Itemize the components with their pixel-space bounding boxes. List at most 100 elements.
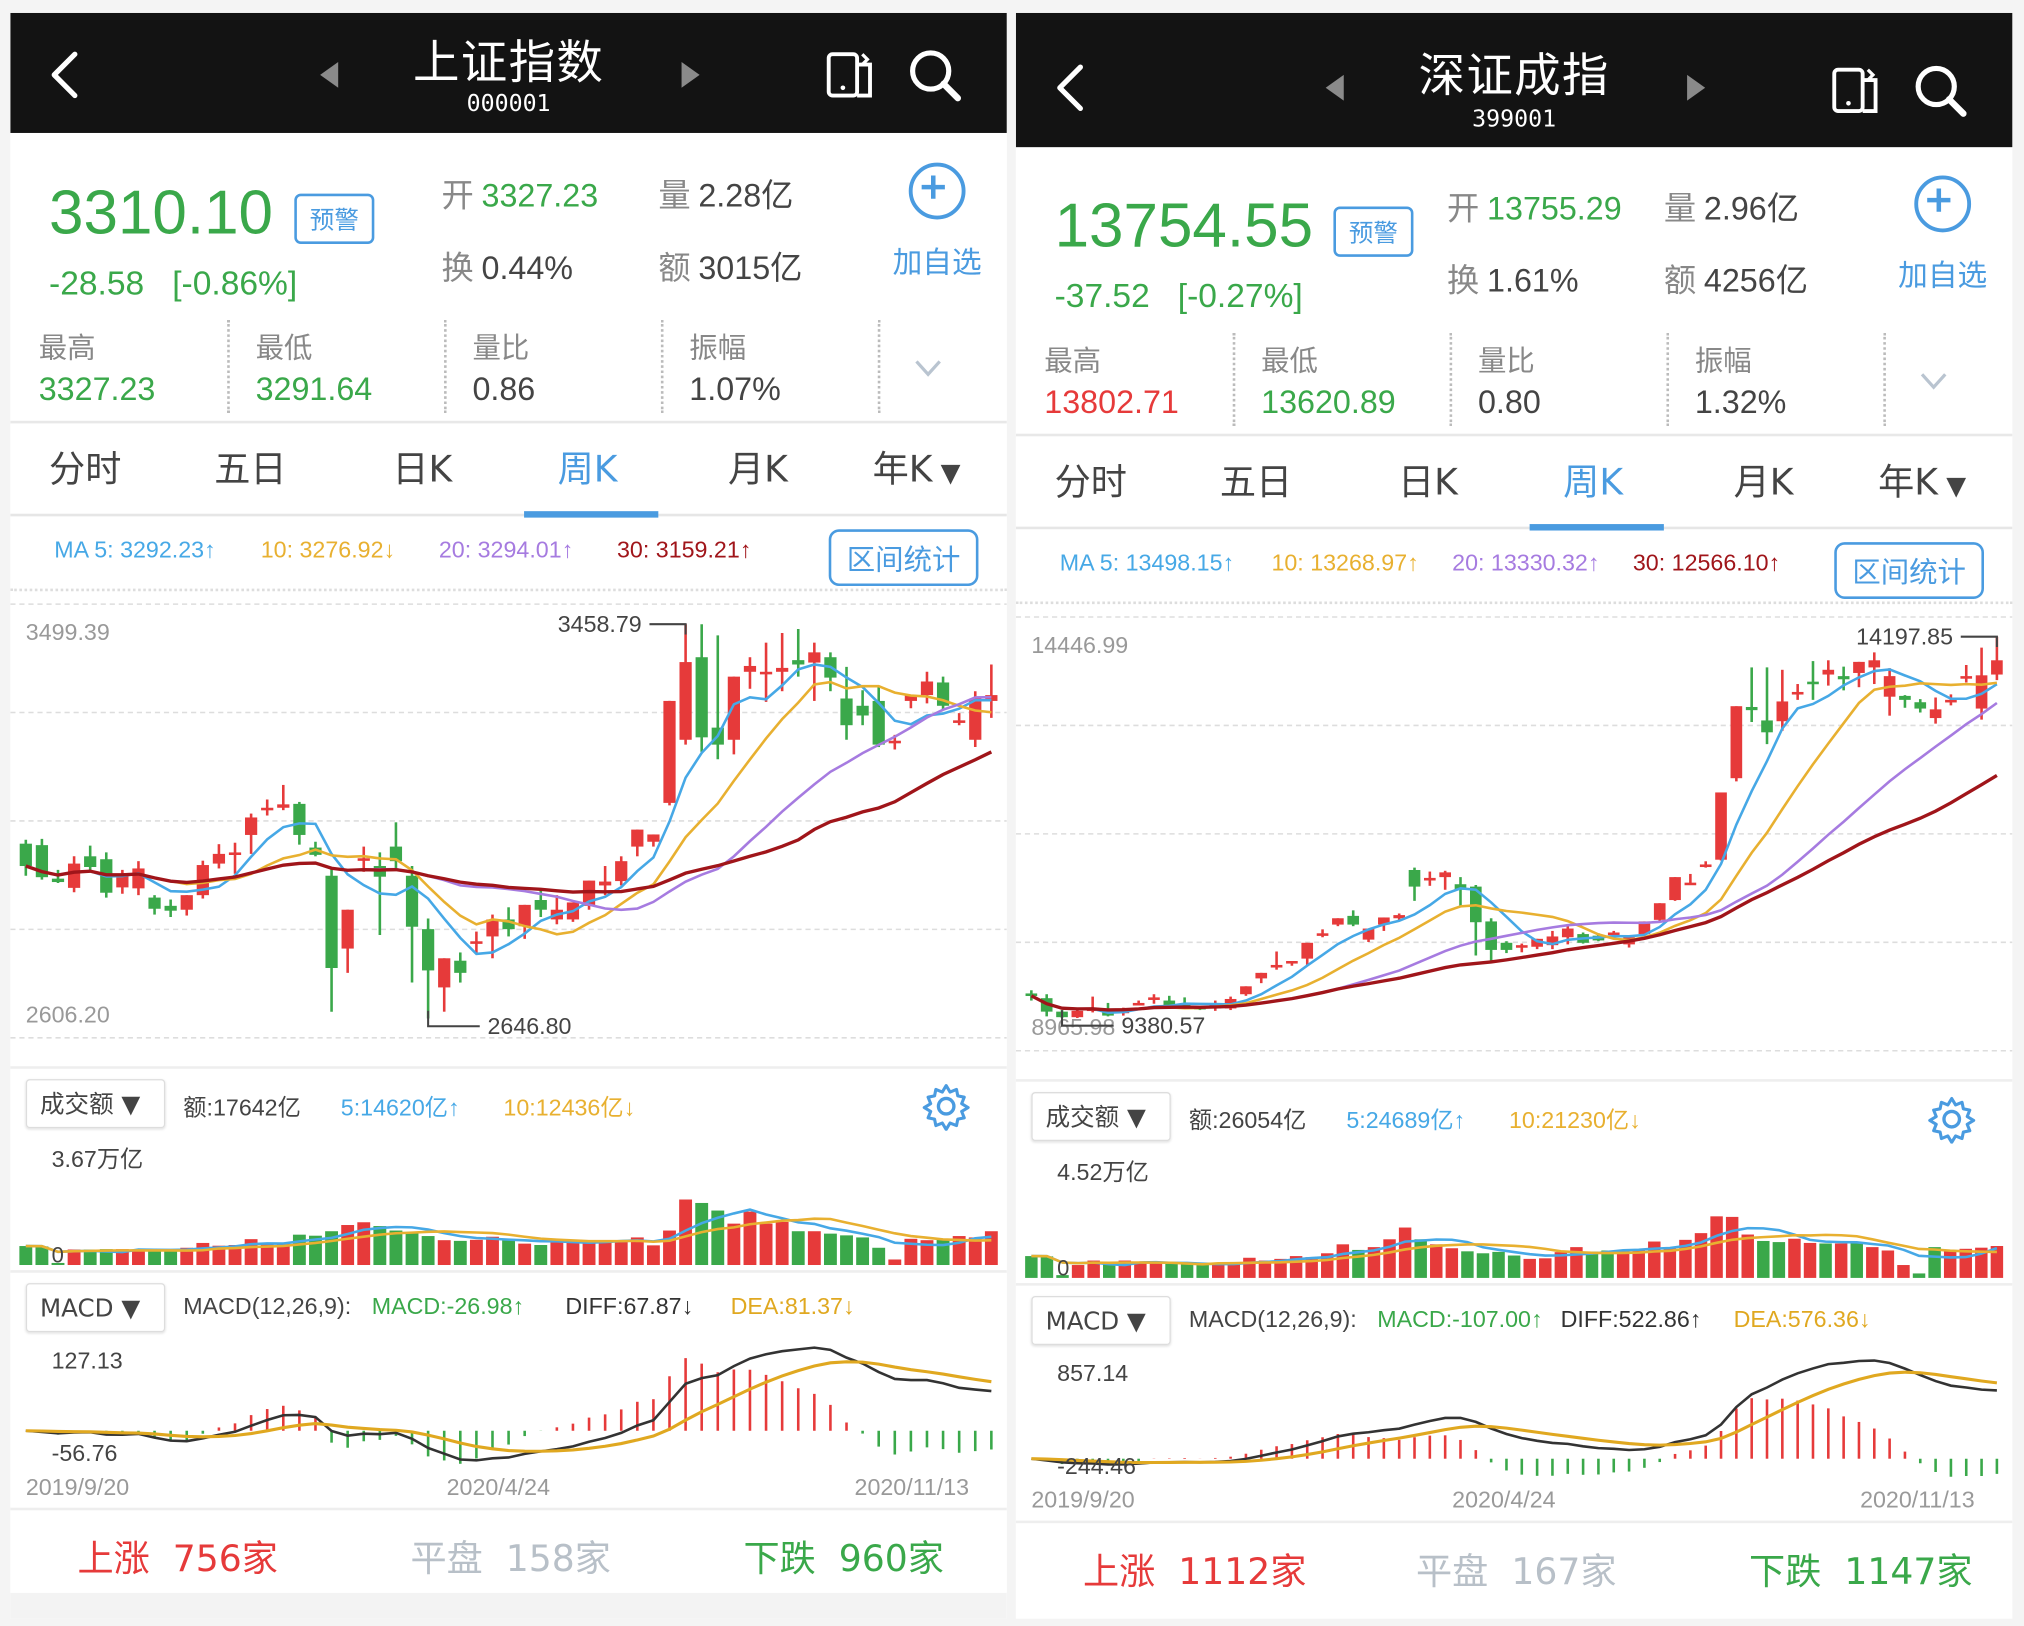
- dea-line: [1031, 1370, 1998, 1465]
- amount-value: 3015亿: [698, 250, 803, 287]
- landscape-switch-icon[interactable]: [824, 46, 881, 103]
- volume-bar: [791, 1231, 805, 1266]
- stat-value: 0.86: [472, 371, 536, 408]
- tab-1[interactable]: 五日: [1219, 460, 1293, 504]
- add-watchlist-button[interactable]: 加自选: [1891, 175, 1994, 295]
- date-label-2: 2020/11/13: [854, 1474, 970, 1500]
- dropdown-triangle-icon: ▼: [113, 1294, 141, 1324]
- volume-bar: [1912, 1273, 1926, 1278]
- stat-divider: [877, 320, 881, 414]
- alert-button[interactable]: 预警: [1333, 206, 1414, 257]
- volume-bar: [1383, 1239, 1396, 1278]
- period-tabs: 分时 五日 日K 周K 月K 年K ▼: [1015, 433, 2013, 531]
- macd-chart[interactable]: 857.14 -244.46: [1016, 1350, 2013, 1484]
- volume-bar: [1725, 1216, 1739, 1278]
- volume-bar: [1134, 1262, 1147, 1278]
- tab-0[interactable]: 分时: [49, 447, 122, 491]
- breadth-down-count: 960家: [838, 1537, 944, 1580]
- volume-bar: [486, 1236, 499, 1266]
- bottom-spacer: [10, 1592, 1007, 1619]
- open-value: 13755.29: [1487, 191, 1622, 228]
- candle-body: [389, 846, 403, 862]
- range-stats-button[interactable]: 区间统计: [828, 529, 979, 587]
- candle-body: [1960, 676, 1973, 679]
- volume-selector-dropdown[interactable]: 成交额 ▼: [1031, 1092, 1171, 1142]
- diff-line: [1031, 1359, 1997, 1466]
- stat-divider: [1449, 333, 1453, 426]
- tab-1[interactable]: 五日: [214, 447, 287, 491]
- volume-selector-dropdown[interactable]: 成交额 ▼: [25, 1079, 166, 1129]
- candle-body: [1929, 709, 1942, 719]
- volume-bar: [1850, 1242, 1863, 1278]
- tab-3[interactable]: 周K: [1563, 460, 1624, 504]
- candle-body: [1515, 945, 1528, 948]
- tab-4[interactable]: 月K: [1733, 460, 1794, 504]
- candle-body: [277, 804, 290, 808]
- candle-body: [776, 667, 789, 672]
- prev-index-icon[interactable]: [320, 61, 339, 88]
- macd-chart[interactable]: 127.13 -56.76: [10, 1337, 1007, 1471]
- search-icon[interactable]: [906, 46, 963, 103]
- range-stats-button[interactable]: 区间统计: [1834, 542, 1985, 599]
- stat-value: 13802.71: [1044, 384, 1179, 421]
- expand-chevron-icon[interactable]: [1919, 367, 1947, 395]
- stat-divider: [227, 320, 230, 414]
- add-watchlist-button[interactable]: 加自选: [886, 162, 989, 282]
- tab-2[interactable]: 日K: [1397, 460, 1458, 504]
- plus-circle-icon: [908, 162, 966, 220]
- stat-2: 量比 0.86: [444, 312, 661, 415]
- volume-bar: [1212, 1264, 1225, 1278]
- candle-body: [454, 960, 467, 973]
- turnover-value: 1.61%: [1487, 263, 1579, 300]
- candlestick-chart[interactable]: 3499.39 2606.20 3458.79 2646.80: [10, 589, 1007, 1046]
- candle-body: [212, 853, 226, 864]
- candle-body: [1699, 864, 1712, 868]
- candle-body: [856, 705, 869, 716]
- macd-value: MACD:-107.00↑: [1377, 1306, 1543, 1333]
- candle-body: [904, 695, 918, 701]
- ma-divider: [1015, 601, 2013, 605]
- breadth-down-label: 下跌: [1749, 1550, 1822, 1593]
- volume-chart[interactable]: 3.67万亿 0: [10, 1136, 1007, 1270]
- settings-gear-icon[interactable]: [922, 1082, 971, 1132]
- volume-chart[interactable]: 4.52万亿 0: [1016, 1149, 2013, 1283]
- price-change: -28.58 [-0.86%]: [49, 263, 297, 303]
- ma5-line: [1030, 668, 1998, 1015]
- prev-index-icon[interactable]: [1325, 74, 1344, 101]
- stat-divider: [1232, 333, 1236, 426]
- diff-line: [25, 1346, 992, 1462]
- tab-5[interactable]: 年K ▼: [872, 447, 961, 491]
- dea-value: DEA:81.37↓: [730, 1293, 855, 1320]
- ma-ma5-value: MA 5: 3292.23↑: [54, 536, 216, 563]
- macd-selector-dropdown[interactable]: MACD ▼: [1031, 1295, 1171, 1346]
- tab-5[interactable]: 年K ▼: [1878, 460, 1967, 504]
- volume-bar: [373, 1226, 387, 1266]
- macd-selector-dropdown[interactable]: MACD ▼: [25, 1283, 166, 1333]
- turnover-field: 换 0.44%: [441, 243, 573, 289]
- next-index-icon[interactable]: [1687, 74, 1706, 101]
- back-icon[interactable]: [46, 49, 85, 101]
- alert-button[interactable]: 预警: [294, 193, 375, 244]
- tab-4[interactable]: 月K: [728, 447, 788, 491]
- candle-body: [663, 700, 676, 803]
- spacer: [483, 1537, 506, 1580]
- tab-0[interactable]: 分时: [1054, 460, 1127, 504]
- candle-body: [1761, 720, 1773, 733]
- volume-bar: [1866, 1247, 1879, 1278]
- ma5-line: [25, 663, 992, 956]
- index-code: 000001: [466, 90, 551, 118]
- expand-chevron-icon[interactable]: [914, 354, 942, 382]
- volume-bar: [711, 1210, 725, 1266]
- settings-gear-icon[interactable]: [1927, 1095, 1976, 1144]
- candle-body: [1653, 903, 1666, 920]
- tab-2[interactable]: 日K: [392, 447, 453, 491]
- volume-bar: [1601, 1250, 1614, 1278]
- search-icon[interactable]: [1912, 62, 1969, 119]
- next-index-icon[interactable]: [681, 61, 700, 88]
- volume-value: 2.28亿: [698, 178, 794, 215]
- candlestick-chart[interactable]: 14446.99 8965.98 14197.85 9380.57: [1015, 602, 2013, 1059]
- back-icon[interactable]: [1052, 62, 1091, 114]
- candle-body: [325, 875, 338, 968]
- tab-3[interactable]: 周K: [557, 447, 618, 491]
- landscape-switch-icon[interactable]: [1829, 62, 1886, 119]
